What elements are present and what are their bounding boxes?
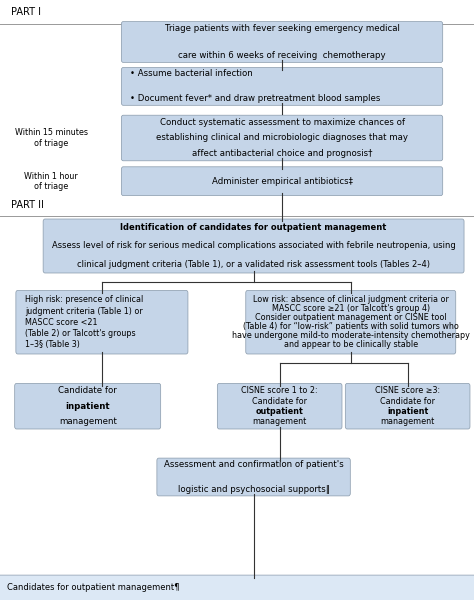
Text: Candidate for: Candidate for [380,397,435,406]
Text: (Table 4) for “low-risk” patients with solid tumors who: (Table 4) for “low-risk” patients with s… [243,322,459,331]
FancyBboxPatch shape [246,290,456,354]
FancyBboxPatch shape [217,383,342,429]
FancyBboxPatch shape [121,167,443,196]
Text: CISNE score 1 to 2:: CISNE score 1 to 2: [241,386,318,395]
Text: care within 6 weeks of receiving  chemotherapy: care within 6 weeks of receiving chemoth… [178,51,386,60]
FancyBboxPatch shape [121,22,443,62]
Text: CISNE score ≥3:: CISNE score ≥3: [375,386,440,395]
Text: clinical judgment criteria (Table 1), or a validated risk assessment tools (Tabl: clinical judgment criteria (Table 1), or… [77,260,430,269]
FancyBboxPatch shape [121,115,443,161]
Text: management: management [381,417,435,426]
Text: affect antibacterial choice and prognosis†: affect antibacterial choice and prognosi… [192,149,372,158]
Text: High risk: presence of clinical: High risk: presence of clinical [25,295,143,304]
Text: Triage patients with fever seeking emergency medical: Triage patients with fever seeking emerg… [164,24,400,33]
Text: management: management [59,417,117,426]
Text: Within 15 minutes
of triage: Within 15 minutes of triage [15,128,88,148]
Text: Within 1 hour
of triage: Within 1 hour of triage [24,172,78,191]
FancyBboxPatch shape [0,575,474,600]
Text: Assessment and confirmation of patient's: Assessment and confirmation of patient's [164,460,344,469]
Text: PART II: PART II [11,200,44,210]
Text: Conduct systematic assessment to maximize chances of: Conduct systematic assessment to maximiz… [160,118,404,127]
Text: MASCC score <21: MASCC score <21 [25,318,97,326]
Text: Candidate for: Candidate for [58,386,117,395]
Text: Identification of candidates for outpatient management: Identification of candidates for outpati… [120,223,387,232]
Text: management: management [253,417,307,426]
Text: 1–3§ (Table 3): 1–3§ (Table 3) [25,340,80,349]
Text: Administer empirical antibiotics‡: Administer empirical antibiotics‡ [211,176,353,186]
Text: judgment criteria (Table 1) or: judgment criteria (Table 1) or [25,307,143,316]
Text: • Document fever* and draw pretreatment blood samples: • Document fever* and draw pretreatment … [130,94,381,103]
FancyBboxPatch shape [157,458,350,496]
FancyBboxPatch shape [345,383,470,429]
FancyBboxPatch shape [43,219,464,273]
Text: Consider outpatient management or CISNE tool: Consider outpatient management or CISNE … [255,313,447,322]
Text: and appear to be clinically stable: and appear to be clinically stable [284,340,418,349]
Text: Candidate for: Candidate for [252,397,307,406]
Text: Assess level of risk for serious medical complications associated with febrile n: Assess level of risk for serious medical… [52,241,456,251]
Text: PART I: PART I [11,7,41,17]
Text: MASCC score ≥21 (or Talcott's group 4): MASCC score ≥21 (or Talcott's group 4) [272,304,430,313]
Text: establishing clinical and microbiologic diagnoses that may: establishing clinical and microbiologic … [156,133,408,142]
Text: (Table 2) or Talcott's groups: (Table 2) or Talcott's groups [25,329,136,338]
Text: inpatient: inpatient [65,402,110,410]
FancyBboxPatch shape [15,383,161,429]
Text: • Assume bacterial infection: • Assume bacterial infection [130,70,253,79]
FancyBboxPatch shape [16,290,188,354]
FancyBboxPatch shape [121,67,443,106]
Text: have undergone mild-to moderate-intensity chemotherapy: have undergone mild-to moderate-intensit… [232,331,470,340]
Text: inpatient: inpatient [387,407,428,416]
Text: logistic and psychosocial supports‖: logistic and psychosocial supports‖ [178,485,329,494]
Text: Low risk: absence of clinical judgment criteria or: Low risk: absence of clinical judgment c… [253,295,449,304]
Text: Candidates for outpatient management¶: Candidates for outpatient management¶ [7,583,180,593]
Text: outpatient: outpatient [256,407,303,416]
